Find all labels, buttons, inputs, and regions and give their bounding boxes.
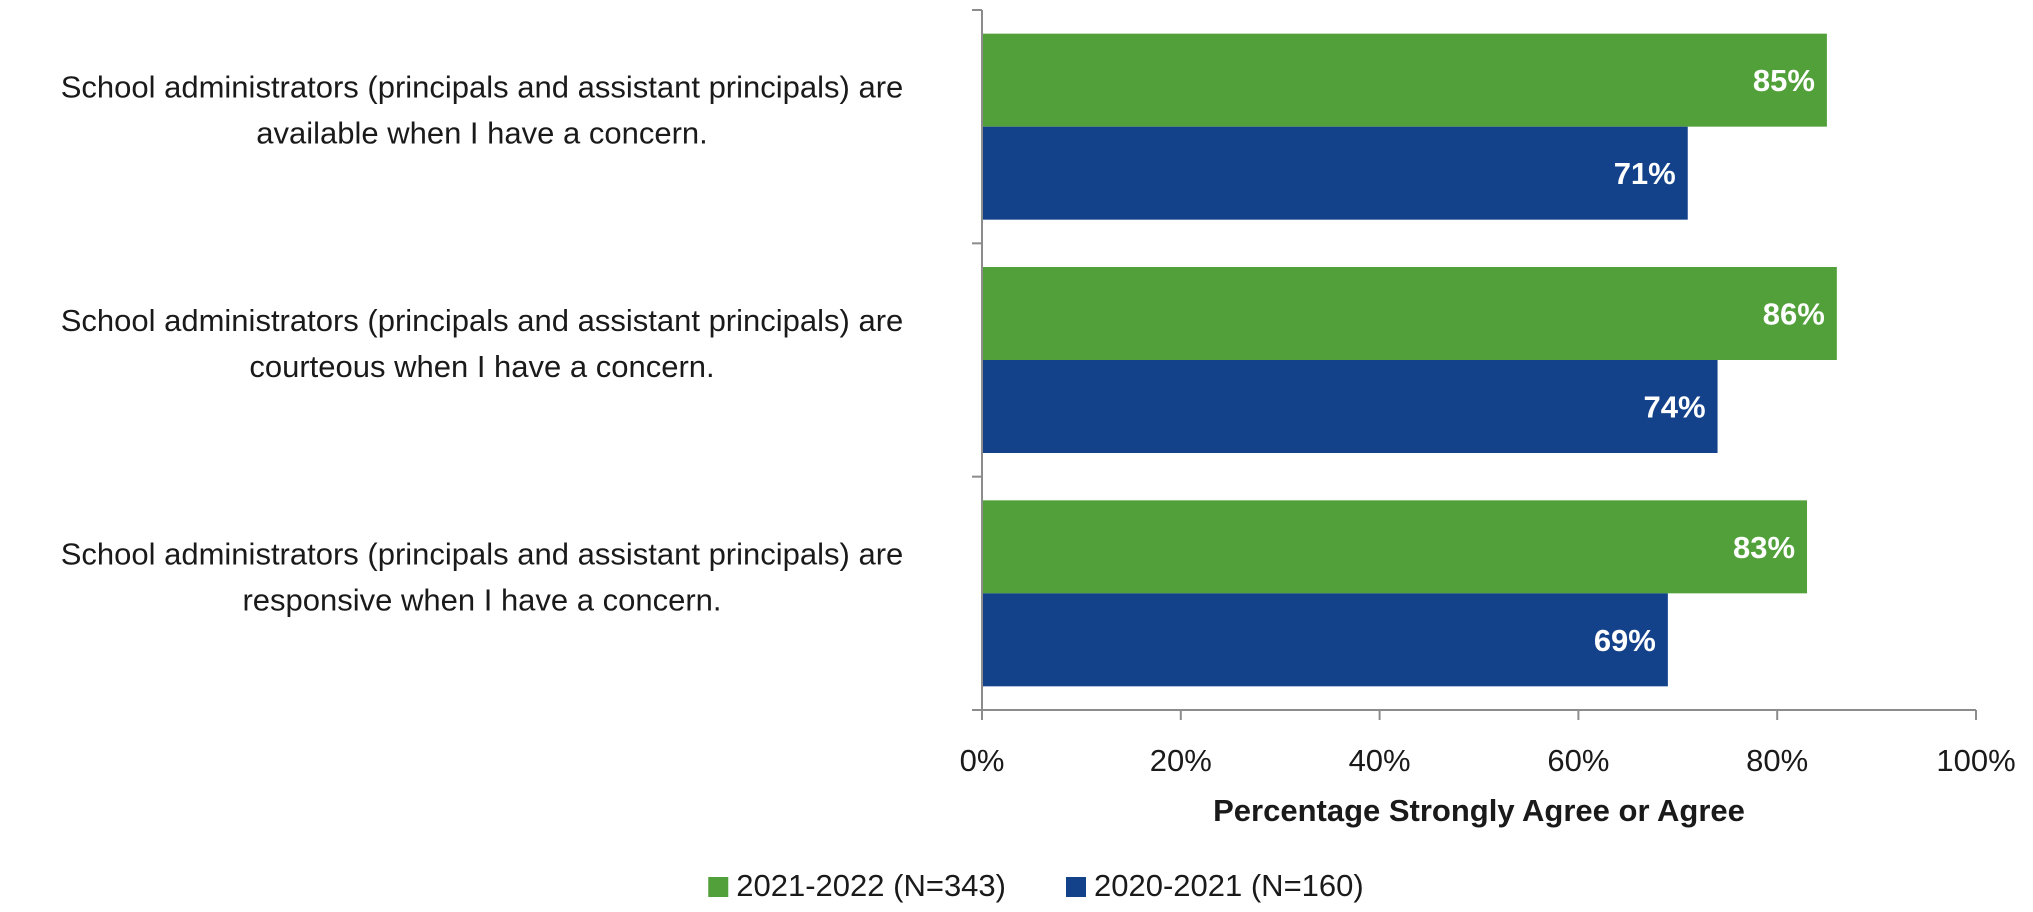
bar — [982, 360, 1718, 453]
x-tick-label: 80% — [1746, 743, 1808, 778]
data-label: 71% — [1614, 156, 1676, 191]
x-tick-label: 20% — [1150, 743, 1212, 778]
category-label-line: School administrators (principals and as… — [61, 70, 904, 105]
x-tick-label: 40% — [1349, 743, 1411, 778]
bars — [982, 33, 1837, 687]
x-tick-label: 100% — [1936, 743, 2015, 778]
legend: 2021-2022 (N=343) 2020-2021 (N=160) — [708, 868, 1364, 903]
data-label: 74% — [1644, 390, 1706, 425]
category-label-line: available when I have a concern. — [256, 116, 708, 151]
legend-swatch — [708, 877, 729, 897]
category-label-line: responsive when I have a concern. — [242, 582, 721, 617]
category-label: School administrators (principals and as… — [61, 303, 904, 384]
data-label: 83% — [1733, 530, 1795, 565]
bar — [982, 33, 1827, 127]
bar — [982, 126, 1688, 220]
bar — [982, 500, 1808, 594]
legend-swatch — [1066, 877, 1086, 897]
data-label: 69% — [1594, 623, 1656, 658]
x-tick-label: 60% — [1547, 743, 1609, 778]
y-ticks — [972, 9, 982, 711]
x-axis-title: Percentage Strongly Agree or Agree — [1213, 793, 1745, 828]
category-label-line: courteous when I have a concern. — [249, 349, 714, 384]
legend-label: 2020-2021 (N=160) — [1094, 868, 1364, 903]
data-label: 85% — [1753, 63, 1815, 98]
bar — [982, 267, 1837, 360]
x-ticks: 0% 20% 40% 60% 80% 100% — [960, 710, 2016, 778]
category-labels: School administrators (principals and as… — [61, 70, 904, 618]
category-label-line: School administrators (principals and as… — [61, 536, 904, 571]
axes — [981, 10, 1976, 711]
data-labels: 85% 71% 86% 74% 83% 69% — [1594, 63, 1825, 658]
category-label: School administrators (principals and as… — [61, 70, 904, 151]
category-label: School administrators (principals and as… — [61, 536, 904, 617]
legend-label: 2021-2022 (N=343) — [736, 868, 1006, 903]
category-label-line: School administrators (principals and as… — [61, 303, 904, 338]
data-label: 86% — [1763, 297, 1825, 332]
x-tick-label: 0% — [960, 743, 1005, 778]
bar — [982, 593, 1668, 687]
